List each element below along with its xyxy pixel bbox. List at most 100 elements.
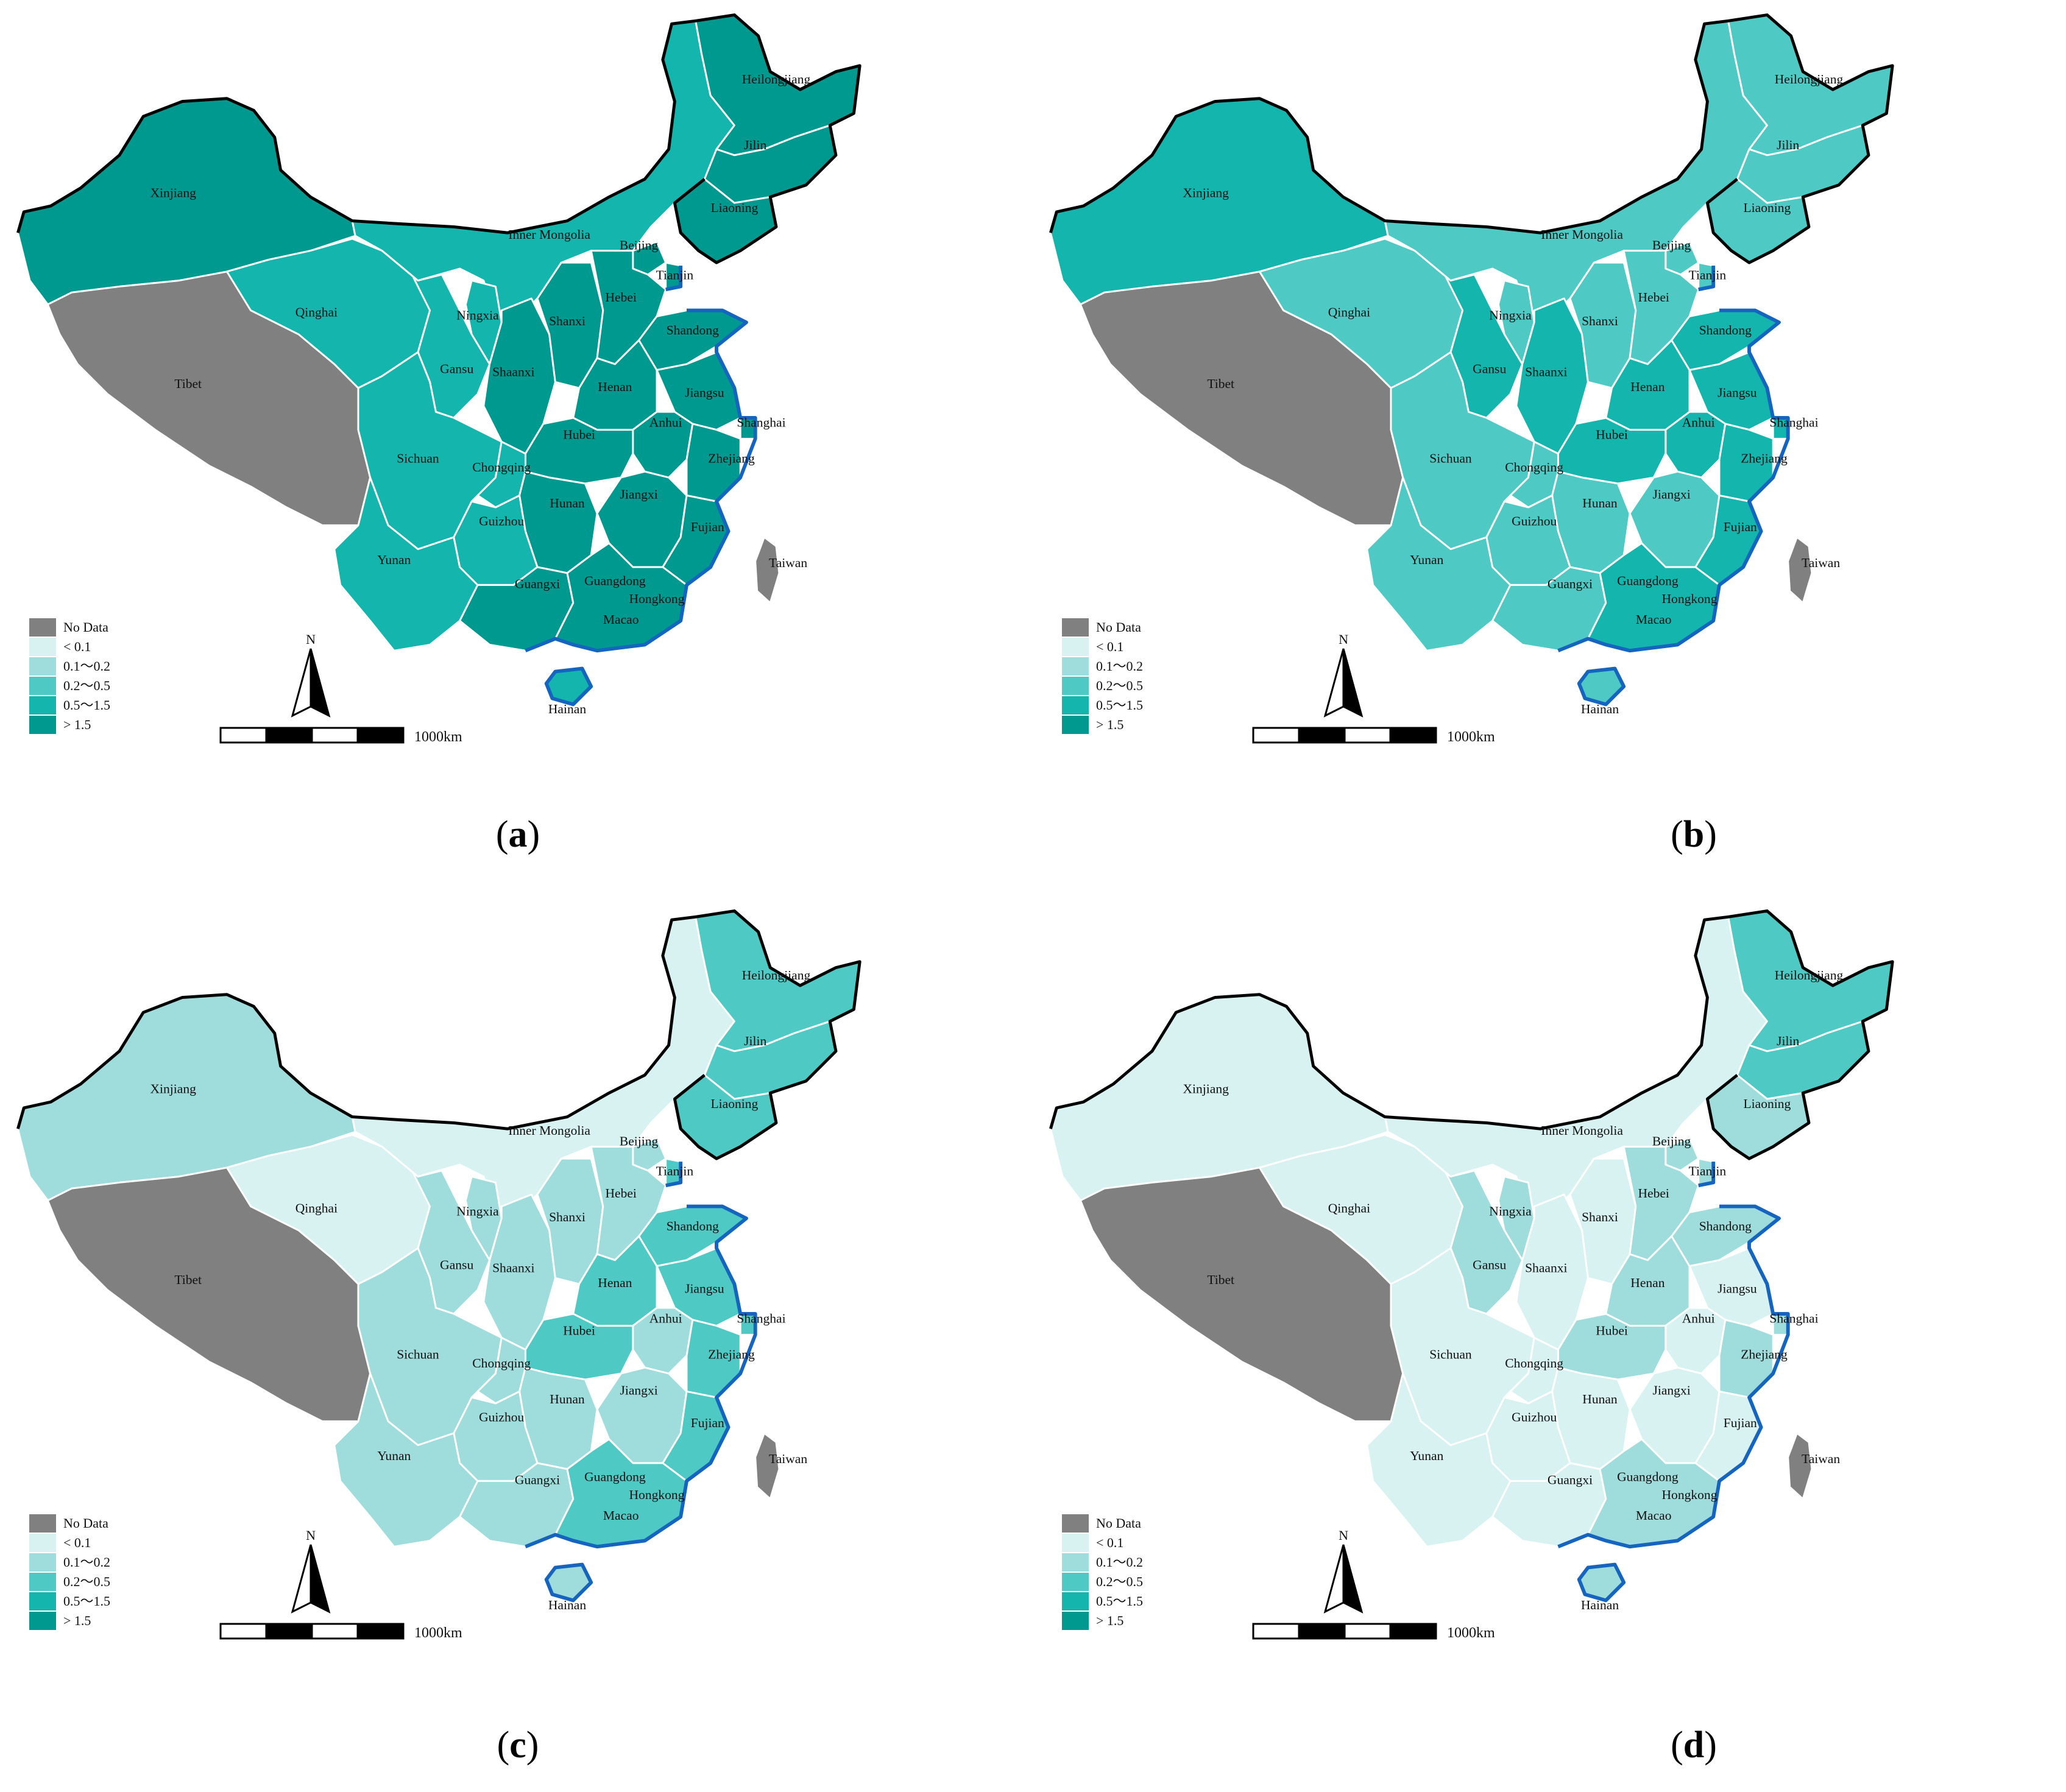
north-label: N [306,632,316,647]
map-panel-b: Xinjiang Tibet Qinghai Gansu Inner Mongolia N… [1033,0,2065,896]
legend-swatch [29,1592,56,1610]
legend-label: No Data [1096,619,1141,635]
north-arrow-icon: N [1323,632,1364,718]
label-jiangsu: Jiangsu [685,1282,724,1296]
label-guizhou: Guizhou [1512,513,1557,528]
label-zhejiang: Zhejiang [708,451,755,466]
label-jilin: Jilin [1777,138,1799,152]
panel-caption: (b) [1671,814,1717,855]
province-taiwan[interactable] [754,1432,780,1500]
caption-letter: b [1683,814,1705,855]
label-anhui: Anhui [1682,1311,1715,1326]
legend-label: < 0.1 [63,639,91,654]
label-chongqing: Chongqing [472,1356,531,1370]
map-svg-a: Xinjiang Tibet Qinghai Gansu Inner Mongolia N… [16,13,861,745]
panel-caption: (d) [1671,1724,1717,1766]
label-xinjiang: Xinjiang [1183,1081,1229,1096]
label-jiangsu: Jiangsu [1718,386,1757,400]
scale-bar: 1000km [1252,1623,1495,1641]
label-shandong: Shandong [667,323,719,337]
legend-label: No Data [63,619,108,635]
label-fujian: Fujian [1724,520,1757,534]
label-guizhou: Guizhou [479,513,524,528]
legend-swatch [1062,1612,1089,1630]
label-hebei: Hebei [605,290,636,305]
label-gansu: Gansu [440,362,473,376]
label-shanghai: Shanghai [737,415,785,430]
label-henan: Henan [1630,379,1664,394]
legend-label: 0.1～0.2 [63,658,110,674]
label-jilin: Jilin [744,1034,766,1048]
label-hubei: Hubei [1596,427,1628,442]
label-hebei: Hebei [605,1186,636,1201]
legend-label: No Data [1096,1515,1141,1531]
label-hongkong: Hongkong [1662,1487,1718,1502]
legend-label: 0.2～0.5 [63,1574,110,1589]
label-jilin: Jilin [744,138,766,152]
caption-letter: d [1683,1724,1705,1766]
legend-swatch [29,716,56,734]
label-tianjin: Tianjin [1689,1164,1727,1179]
legend-label: > 1.5 [63,717,91,732]
label-taiwan: Taiwan [769,1452,807,1466]
label-qinghai: Qinghai [295,305,338,319]
scale-bar: 1000km [219,727,462,745]
legend-label: 0.1～0.2 [1096,1554,1143,1570]
province-taiwan[interactable] [1787,536,1813,604]
label-sichuan: Sichuan [397,1347,439,1362]
map-panel-a: Xinjiang Tibet Qinghai Gansu Inner Mongolia N… [0,0,1033,896]
legend-label: > 1.5 [1096,717,1123,732]
label-yunan: Yunan [1410,552,1443,567]
label-hunan: Hunan [550,496,585,510]
label-sichuan: Sichuan [1429,451,1472,466]
label-qinghai: Qinghai [1328,1201,1370,1215]
province-taiwan[interactable] [1787,1432,1813,1500]
label-hainan: Hainan [548,1598,586,1612]
label-taiwan: Taiwan [769,556,807,570]
label-hongkong: Hongkong [629,1487,685,1502]
label-hebei: Hebei [1638,290,1669,305]
label-anhui: Anhui [649,415,682,430]
label-yunan: Yunan [377,1448,411,1463]
label-macao: Macao [603,612,639,627]
province-taiwan[interactable] [754,536,780,604]
label-ningxia: Ningxia [456,1204,499,1218]
scale-label: 1000km [414,1625,462,1641]
label-zhejiang: Zhejiang [708,1347,755,1362]
north-arrow-icon: N [1323,1528,1364,1614]
label-guangdong: Guangdong [584,573,646,588]
label-shaanxi: Shaanxi [1525,1260,1567,1275]
province-yunan[interactable] [1366,1372,1512,1548]
legend: No Data < 0.1 0.1～0.2 0.2～0.5 0.5～1.5 > 1.5 [1062,1514,1143,1630]
legend-swatch [1062,638,1089,656]
label-anhui: Anhui [649,1311,682,1326]
legend-swatch [1062,696,1089,714]
label-inner-mongolia: Inner Mongolia [1541,227,1623,242]
legend-swatch [29,618,56,637]
coastline [1557,1162,1790,1603]
province-yunan[interactable] [333,476,479,652]
legend-swatch [29,677,56,695]
label-jiangxi: Jiangxi [1652,1383,1690,1397]
label-inner-mongolia: Inner Mongolia [508,1123,590,1138]
label-taiwan: Taiwan [1802,1452,1840,1466]
label-jiangxi: Jiangxi [1652,487,1690,501]
legend-label: 0.1～0.2 [1096,658,1143,674]
label-heilongjiang: Heilongjiang [1775,968,1844,982]
label-guangdong: Guangdong [584,1469,646,1484]
north-label: N [306,1528,316,1543]
scale-bar: 1000km [219,1623,462,1641]
label-guangxi: Guangxi [1548,576,1593,591]
label-qinghai: Qinghai [295,1201,338,1215]
label-tibet: Tibet [174,376,202,391]
label-liaoning: Liaoning [711,1096,759,1111]
label-gansu: Gansu [1473,1258,1506,1272]
label-anhui: Anhui [1682,415,1715,430]
label-shaanxi: Shaanxi [492,364,534,379]
label-shanxi: Shanxi [1582,314,1618,328]
map-group: Xinjiang Tibet Qinghai Gansu Inner Mongolia N… [16,909,861,1612]
label-liaoning: Liaoning [711,200,759,215]
label-heilongjiang: Heilongjiang [742,968,811,982]
province-yunan[interactable] [1366,476,1512,652]
province-yunan[interactable] [333,1372,479,1548]
